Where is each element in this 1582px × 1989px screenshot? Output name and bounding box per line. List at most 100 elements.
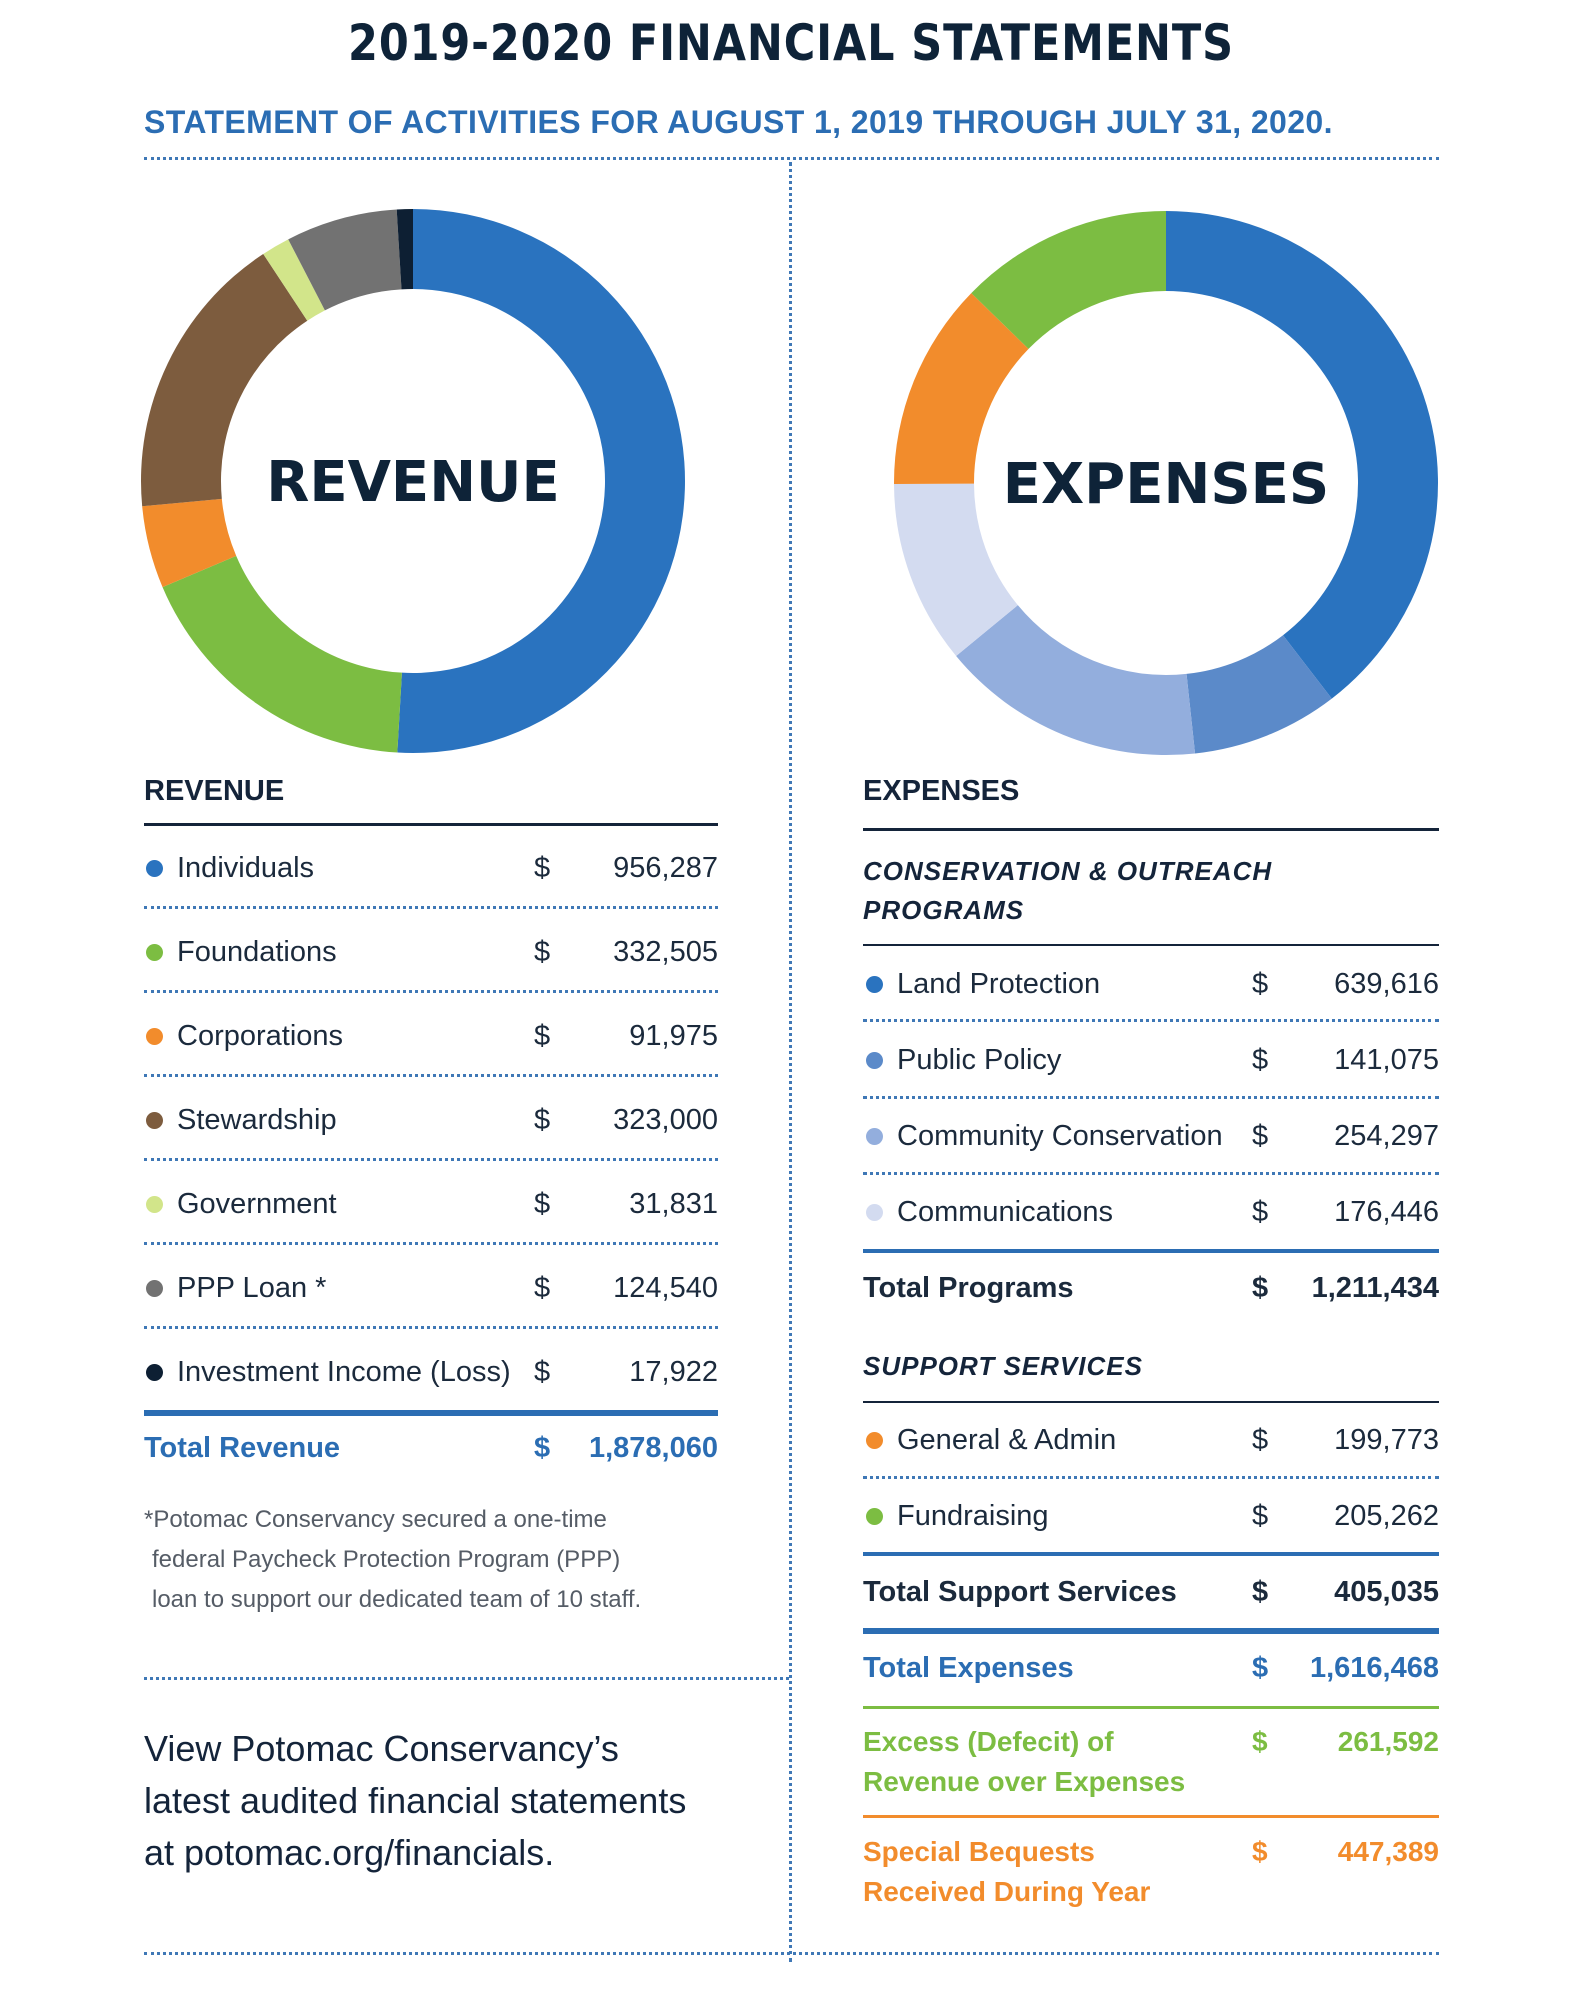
programs-heading-line: CONSERVATION & OUTREACH xyxy=(863,856,1273,886)
excess-label: Excess (Defecit) of Revenue over Expense… xyxy=(863,1722,1185,1802)
donut-slice-foundations xyxy=(162,555,402,753)
expense-row: Community Conservation $ 254,297 xyxy=(866,1116,1439,1156)
row-divider xyxy=(863,1476,1439,1479)
bequests-value: 447,389 xyxy=(1337,1836,1439,1867)
expense-row-value: 254,297 xyxy=(1334,1120,1439,1152)
revenue-row-label: Stewardship xyxy=(177,1104,337,1136)
programs-heading-line: PROGRAMS xyxy=(863,895,1025,925)
revenue-row-value: 91,975 xyxy=(629,1020,718,1052)
revenue-row: Investment Income (Loss) $ 17,922 xyxy=(146,1352,718,1392)
currency-symbol: $ xyxy=(1252,1272,1269,1304)
government-color-dot xyxy=(146,1196,163,1213)
row-divider xyxy=(144,906,718,909)
revenue-row-label: Investment Income (Loss) xyxy=(177,1356,511,1388)
total-programs-rule xyxy=(863,1249,1439,1253)
revenue-row-value: 31,831 xyxy=(629,1188,718,1220)
total-support-value: 405,035 xyxy=(1334,1576,1439,1608)
expense-row-label: Land Protection xyxy=(897,968,1101,1000)
total-programs-value: 1,211,434 xyxy=(1311,1272,1439,1304)
revenue-heading-rule xyxy=(144,823,718,826)
donut-slice-stewardship xyxy=(141,253,308,507)
top-divider xyxy=(144,157,1439,160)
currency-symbol: $ xyxy=(534,1188,551,1220)
center-divider xyxy=(789,162,792,1962)
revenue-donut-title: REVENUE xyxy=(266,450,560,515)
currency-symbol: $ xyxy=(1252,1120,1269,1152)
excess-rule xyxy=(863,1706,1439,1709)
excess-label-line: Revenue over Expenses xyxy=(863,1766,1186,1797)
revenue-row-value: 332,505 xyxy=(613,936,718,968)
stewardship-color-dot xyxy=(146,1112,163,1129)
general-admin-color-dot xyxy=(866,1432,883,1449)
corporations-color-dot xyxy=(146,1028,163,1045)
donut-slice-government xyxy=(263,239,325,321)
currency-symbol: $ xyxy=(1252,1196,1269,1228)
revenue-row: Stewardship $ 323,000 xyxy=(146,1100,718,1140)
programs-heading-rule xyxy=(863,944,1439,946)
total-expenses-label: Total Expenses xyxy=(863,1652,1074,1684)
revenue-row-value: 956,287 xyxy=(613,852,718,884)
communications-color-dot xyxy=(866,1204,883,1221)
page-title: 2019-2020 FINANCIAL STATEMENTS xyxy=(348,14,1234,72)
currency-symbol: $ xyxy=(1252,1576,1269,1608)
page-subtitle: STATEMENT OF ACTIVITIES FOR AUGUST 1, 20… xyxy=(144,104,1333,140)
ppp-loan-color-dot xyxy=(146,1280,163,1297)
total-expenses-value: 1,616,468 xyxy=(1309,1652,1439,1684)
revenue-row-value: 17,922 xyxy=(629,1356,718,1388)
bequests-label: Special Bequests Received During Year xyxy=(863,1832,1150,1912)
callout-line: View Potomac Conservancy’s xyxy=(144,1728,619,1769)
currency-symbol: $ xyxy=(534,1432,551,1464)
footnote-line: federal Paycheck Protection Program (PPP… xyxy=(152,1546,621,1573)
donut-slice-ppp-loan xyxy=(288,209,402,311)
support-heading-rule xyxy=(863,1401,1439,1403)
expense-row-label: Public Policy xyxy=(897,1044,1062,1076)
total-expenses-rule xyxy=(863,1628,1439,1634)
bequests-rule xyxy=(863,1815,1439,1818)
revenue-heading: REVENUE xyxy=(144,775,285,807)
bottom-divider xyxy=(144,1952,1439,1955)
currency-symbol: $ xyxy=(1252,968,1269,1000)
land-protection-color-dot xyxy=(866,976,883,993)
total-support-rule xyxy=(863,1552,1439,1556)
expense-row-value: 639,616 xyxy=(1334,968,1439,1000)
total-support-label: Total Support Services xyxy=(863,1576,1177,1608)
expense-row-value: 205,262 xyxy=(1334,1500,1439,1532)
revenue-row: Government $ 31,831 xyxy=(146,1184,718,1224)
programs-heading: CONSERVATION & OUTREACH PROGRAMS xyxy=(863,852,1272,930)
donut-slice-land-protection xyxy=(1166,211,1438,699)
total-programs-label: Total Programs xyxy=(863,1272,1074,1304)
donut-slice-investment-income-loss xyxy=(396,209,413,290)
currency-symbol: $ xyxy=(534,1272,551,1304)
total-revenue-row: Total Revenue $ 1,878,060 xyxy=(144,1428,718,1468)
excess-value: 261,592 xyxy=(1337,1726,1439,1757)
audited-statements-callout: View Potomac Conservancy’s latest audite… xyxy=(144,1723,686,1879)
donut-slice-individuals xyxy=(397,209,685,753)
revenue-total-rule xyxy=(144,1410,718,1416)
expenses-heading: EXPENSES xyxy=(863,775,1020,807)
support-services-heading: SUPPORT SERVICES xyxy=(863,1351,1143,1381)
row-divider xyxy=(863,1172,1439,1175)
bequests-currency: $ xyxy=(1252,1836,1268,1867)
donut-slice-public-policy xyxy=(1186,635,1332,754)
revenue-row-label: Corporations xyxy=(177,1020,344,1052)
donut-slice-community-conservation xyxy=(956,605,1196,755)
revenue-row-label: PPP Loan * xyxy=(177,1272,327,1304)
total-expenses-row: Total Expenses $ 1,616,468 xyxy=(863,1648,1439,1688)
revenue-row: Corporations $ 91,975 xyxy=(146,1016,718,1056)
expense-row-value: 199,773 xyxy=(1334,1424,1439,1456)
expense-row: Land Protection $ 639,616 xyxy=(866,964,1439,1004)
revenue-row: Foundations $ 332,505 xyxy=(146,932,718,972)
currency-symbol: $ xyxy=(534,936,551,968)
revenue-row-value: 124,540 xyxy=(613,1272,718,1304)
expense-row-value: 141,075 xyxy=(1334,1044,1439,1076)
row-divider xyxy=(863,1019,1439,1022)
bequests-label-line: Received During Year xyxy=(863,1876,1151,1907)
row-divider xyxy=(144,1326,718,1329)
public-policy-color-dot xyxy=(866,1052,883,1069)
revenue-row-label: Individuals xyxy=(177,852,315,884)
expense-row-label: General & Admin xyxy=(897,1424,1117,1456)
fundraising-color-dot xyxy=(866,1508,883,1525)
donut-slice-general-admin xyxy=(894,293,1029,484)
revenue-donut-chart: REVENUE xyxy=(141,209,685,753)
ppp-footnote: *Potomac Conservancy secured a one-time … xyxy=(144,1500,641,1620)
